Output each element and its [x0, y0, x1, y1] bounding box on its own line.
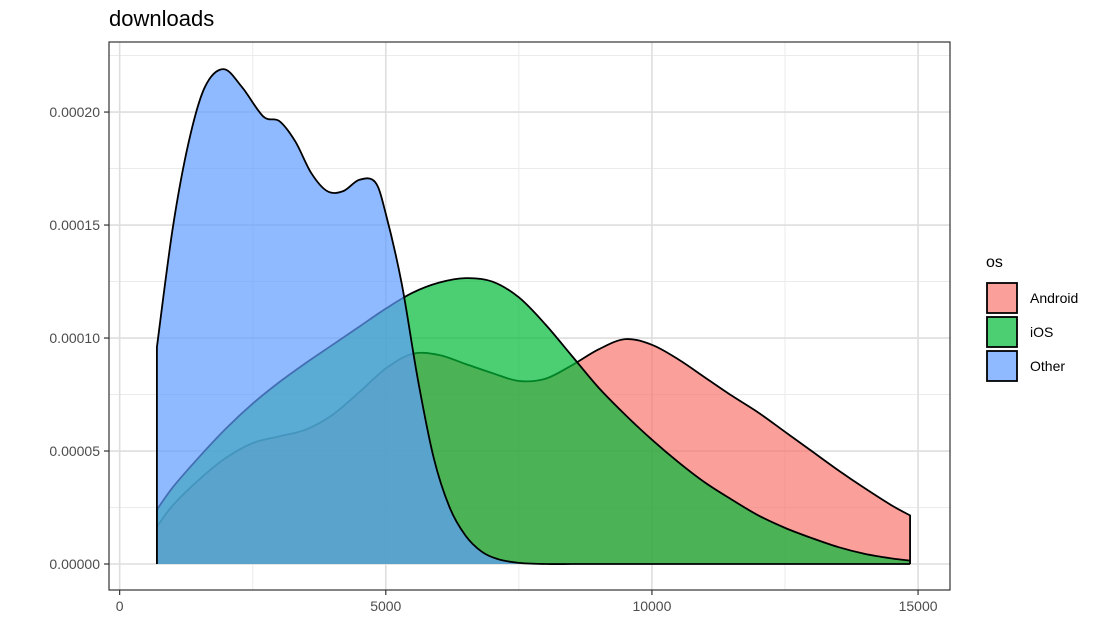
panel-border — [108, 41, 951, 591]
x-tick-label: 10000 — [632, 598, 671, 614]
y-tick-label: 0.00015 — [49, 217, 100, 233]
chart-title: downloads — [109, 6, 214, 31]
legend-label-android: Android — [1030, 290, 1078, 306]
y-tick-label: 0.00000 — [49, 556, 100, 572]
legend-key-android — [986, 282, 1018, 314]
y-tick-label: 0.00010 — [49, 330, 100, 346]
density-area-other — [156, 69, 911, 565]
axes: 0 5000 10000 15000 0.00000 0.00005 0.00010 0.00… — [49, 41, 951, 614]
density-outline-other — [156, 68, 911, 565]
y-tick-label: 0.00020 — [49, 104, 100, 120]
legend-label-other: Other — [1030, 358, 1065, 374]
legend: os Android iOS Other — [986, 254, 1078, 382]
density-areas — [156, 68, 911, 565]
legend-key-ios — [986, 316, 1018, 348]
x-tick-label: 5000 — [370, 598, 401, 614]
legend-label-ios: iOS — [1030, 324, 1053, 340]
x-tick-label: 0 — [116, 598, 124, 614]
legend-title: os — [986, 254, 1003, 271]
y-tick-label: 0.00005 — [49, 443, 100, 459]
x-tick-label: 15000 — [899, 598, 938, 614]
legend-key-other — [986, 350, 1018, 382]
